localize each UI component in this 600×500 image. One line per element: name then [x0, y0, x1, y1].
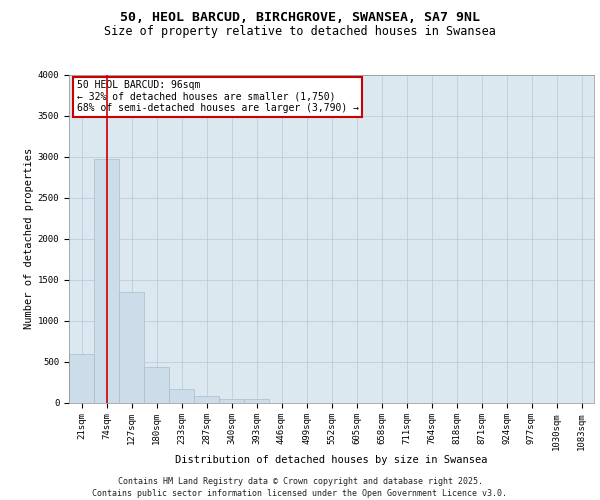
Bar	[119, 292, 144, 403]
Text: Contains HM Land Registry data © Crown copyright and database right 2025.
Contai: Contains HM Land Registry data © Crown c…	[92, 476, 508, 498]
Bar	[144, 368, 169, 402]
Text: 50, HEOL BARCUD, BIRCHGROVE, SWANSEA, SA7 9NL: 50, HEOL BARCUD, BIRCHGROVE, SWANSEA, SA…	[120, 11, 480, 24]
Bar	[69, 354, 94, 403]
Y-axis label: Number of detached properties: Number of detached properties	[23, 148, 34, 330]
X-axis label: Distribution of detached houses by size in Swansea: Distribution of detached houses by size …	[175, 456, 488, 466]
Bar	[169, 390, 194, 402]
Bar	[244, 399, 269, 402]
Bar	[94, 160, 119, 402]
Bar	[194, 396, 219, 402]
Text: Size of property relative to detached houses in Swansea: Size of property relative to detached ho…	[104, 25, 496, 38]
Text: 50 HEOL BARCUD: 96sqm
← 32% of detached houses are smaller (1,750)
68% of semi-d: 50 HEOL BARCUD: 96sqm ← 32% of detached …	[77, 80, 359, 113]
Bar	[219, 399, 244, 402]
